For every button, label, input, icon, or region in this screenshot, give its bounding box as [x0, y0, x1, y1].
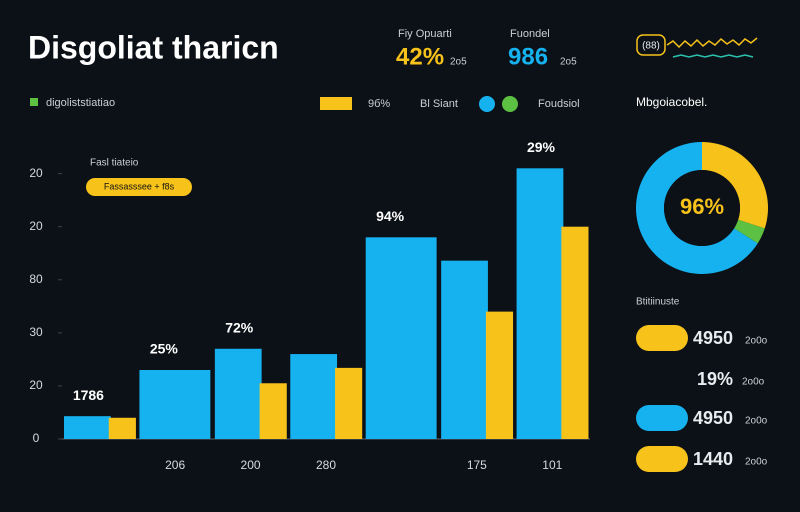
kpi-label: Fuondel [510, 28, 550, 40]
list-pill [636, 405, 688, 431]
kpi-sub: 2o5 [560, 57, 577, 68]
y-tick-label: 20 [29, 378, 43, 392]
list-sub: 2o0o [745, 336, 768, 347]
bar [441, 260, 488, 439]
list-pill [636, 446, 688, 472]
list-title: Btitiinuste [636, 297, 680, 308]
list-sub: 2o0o [742, 377, 765, 388]
legend-label: digoliststiatiao [46, 97, 115, 109]
kpi-sub: 2o5 [450, 57, 467, 68]
y-tick-label: 80 [29, 272, 43, 286]
legend-label: Bl Siant [420, 98, 458, 110]
legend-swatch [320, 97, 352, 110]
list-value: 1440 [693, 449, 733, 469]
data-annotation: 72% [225, 319, 254, 335]
sparkline: (88) [636, 34, 758, 58]
bar [485, 311, 514, 439]
title: Disgoliat tharicn [28, 29, 279, 65]
y-tick-label: 20 [29, 166, 43, 180]
bar [290, 354, 338, 439]
list-value: 4950 [693, 408, 733, 428]
list-sub: 2o0o [745, 416, 768, 427]
kpi-value: 986 [508, 43, 548, 70]
list-pill [636, 325, 688, 351]
bar [139, 370, 211, 439]
data-annotation: 1786 [73, 387, 104, 403]
bar [365, 237, 437, 439]
bar [561, 226, 589, 439]
y-tick-label: 20 [29, 219, 43, 233]
legend-label: 9б% [368, 98, 390, 110]
y-tick-label: 30 [29, 325, 43, 339]
pie-title: Mbgoiacobel. [636, 95, 707, 109]
data-annotation: 94% [376, 208, 405, 224]
list-value: 4950 [693, 328, 733, 348]
data-annotation: 29% [527, 139, 556, 155]
pie-slice [734, 219, 765, 244]
note-pill-text: Fassasssee + f8s [104, 181, 175, 191]
x-tick-label: 280 [316, 458, 336, 472]
y-tick-label: 0 [33, 431, 40, 445]
bar [516, 168, 564, 440]
legend-swatch [479, 96, 495, 112]
list-sub: 2o0o [745, 457, 768, 468]
data-annotation: 25% [150, 341, 179, 357]
bar [64, 416, 111, 439]
x-tick-label: 206 [165, 458, 185, 472]
bar [214, 348, 262, 439]
bar [335, 367, 363, 439]
sparkline-box [636, 34, 666, 56]
bar [108, 417, 136, 439]
legend-label: Foudsiol [538, 98, 580, 110]
pie-slice [636, 142, 758, 274]
bar [259, 383, 287, 439]
kpi-value: 42% [396, 43, 444, 70]
x-tick-label: 175 [467, 458, 487, 472]
legend-swatch [502, 96, 518, 112]
pie-hole [664, 170, 740, 246]
note-title: Fasl tiateio [90, 158, 139, 169]
note-pill [86, 178, 192, 196]
list-value: 19% [697, 369, 733, 389]
sparkline-line [672, 54, 754, 58]
sparkline-label: (88) [642, 41, 660, 52]
kpi-label: Fiy Opuarti [398, 28, 452, 40]
legend-swatch [30, 98, 38, 106]
x-tick-label: 200 [241, 458, 261, 472]
pie-slice [702, 142, 769, 229]
pie-center-label: 96% [680, 194, 724, 219]
x-tick-label: 101 [542, 458, 562, 472]
sparkline-line [666, 37, 758, 49]
